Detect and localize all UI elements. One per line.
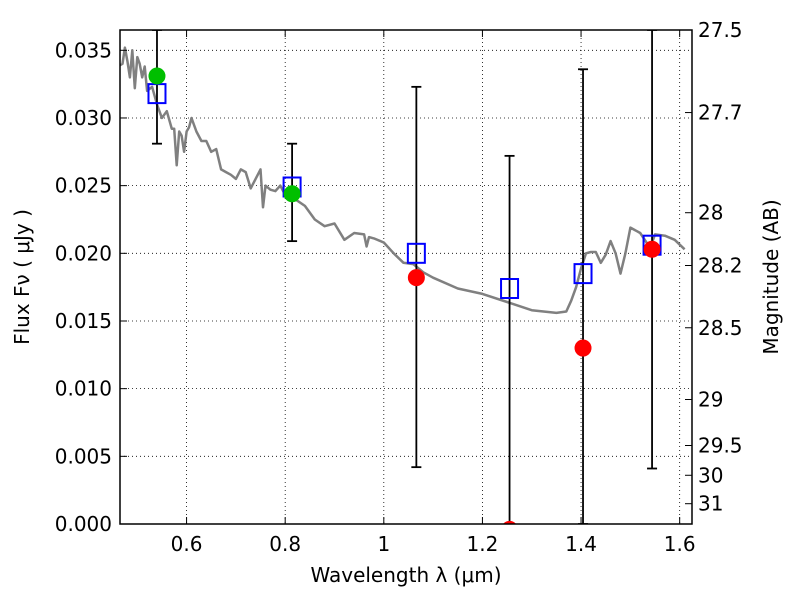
x-tick-label: 0.6 (171, 532, 203, 556)
x-axis-label: Wavelength λ (μm) (310, 563, 501, 587)
x-tick-label: 1.4 (565, 532, 597, 556)
y-tick-label: 0.035 (55, 38, 112, 62)
mag-tick-label: 30 (698, 463, 723, 487)
mag-tick-label: 27.5 (698, 18, 743, 42)
grid-lines (120, 30, 692, 525)
y-tick-label: 0.025 (55, 174, 112, 198)
mag-tick-label: 28.2 (698, 253, 743, 277)
template-spectrum-line (120, 46, 686, 315)
y-tick-label: 0.005 (55, 444, 112, 468)
y-tick-label: 0.000 (55, 512, 112, 536)
x-tick-label: 1 (377, 532, 390, 556)
y2-axis-label: Magnitude (AB) (759, 199, 783, 354)
plot-frame (119, 29, 693, 525)
mag-tick-label: 28 (698, 201, 723, 225)
observed-point (283, 185, 301, 203)
mag-tick-label: 29.5 (698, 434, 743, 458)
mag-tick-label: 29 (698, 387, 723, 411)
y-tick-label: 0.030 (55, 106, 112, 130)
axis-ticks: 0.6 0.8 1 1.2 1.4 1.6 0.000 0.005 0.010 0.015 0.02… (55, 18, 743, 556)
observed-point (407, 269, 425, 287)
model-point (573, 263, 593, 285)
mag-tick-label: 27.7 (698, 101, 743, 125)
observed-point (574, 339, 592, 357)
observed-point (643, 240, 661, 258)
x-tick-label: 0.8 (269, 532, 301, 556)
model-point (406, 242, 426, 264)
plot-data (120, 30, 686, 524)
x-tick-label: 1.2 (467, 532, 499, 556)
y-tick-label: 0.015 (55, 309, 112, 333)
model-point (500, 278, 520, 300)
y-axis-label: Flux Fν ( μJy ) (10, 209, 34, 345)
y-tick-label: 0.010 (55, 377, 112, 401)
y-tick-label: 0.020 (55, 241, 112, 265)
observed-point (148, 67, 166, 85)
mag-tick-label: 31 (698, 492, 723, 516)
mag-tick-label: 28.5 (698, 316, 743, 340)
x-tick-label: 1.6 (664, 532, 696, 556)
